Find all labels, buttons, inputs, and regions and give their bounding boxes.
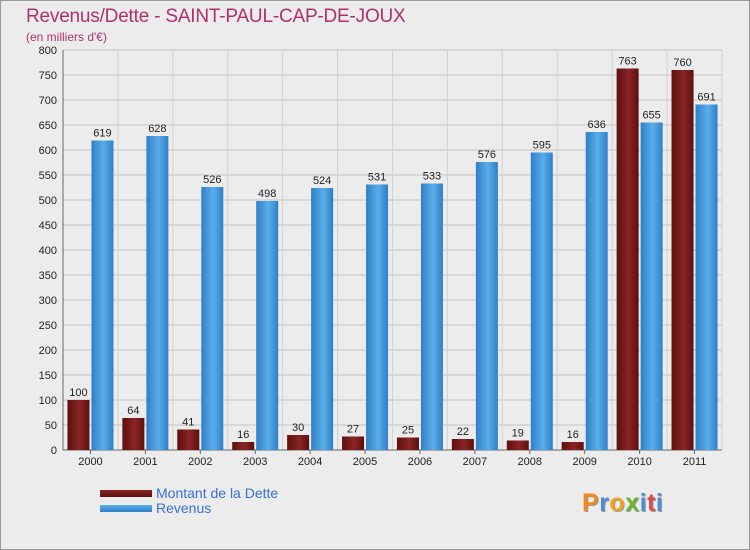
data-labels: 100 619 64 628 41 526 16 498 30 524 27 531 25 533 22 57… bbox=[69, 56, 715, 442]
bar-revenus bbox=[695, 104, 718, 450]
bar-dette bbox=[232, 442, 255, 450]
data-label-dette: 760 bbox=[673, 57, 691, 69]
axes: 0 50 100 150 200 250 300 350 400 450 500 550 600 650 7… bbox=[39, 45, 722, 468]
logo-letter: i bbox=[655, 489, 664, 517]
data-label-revenus: 691 bbox=[697, 92, 715, 104]
data-label-revenus: 533 bbox=[423, 171, 441, 183]
logo-letter: i bbox=[639, 489, 648, 517]
bar-revenus bbox=[475, 162, 498, 450]
y-tick-label: 100 bbox=[39, 395, 57, 407]
legend-label-dette: Montant de la Dette bbox=[156, 485, 279, 501]
x-tick-label: 2005 bbox=[353, 456, 377, 468]
y-tick-label: 250 bbox=[39, 320, 57, 332]
bar-revenus bbox=[585, 132, 608, 450]
chart-subtitle: (en milliers d'€) bbox=[26, 30, 107, 44]
bar-dette bbox=[342, 436, 365, 450]
bar-dette bbox=[287, 435, 310, 450]
bar-dette bbox=[396, 437, 419, 450]
bar-revenus bbox=[640, 122, 663, 450]
y-tick-label: 550 bbox=[39, 170, 57, 182]
data-label-dette: 41 bbox=[182, 417, 194, 429]
bar-dette bbox=[616, 68, 639, 450]
data-label-revenus: 595 bbox=[533, 140, 551, 152]
y-tick-label: 750 bbox=[39, 70, 57, 82]
x-tick-label: 2002 bbox=[188, 456, 212, 468]
x-tick-label: 2007 bbox=[463, 456, 487, 468]
y-tick-label: 200 bbox=[39, 345, 57, 357]
data-label-revenus: 636 bbox=[588, 119, 606, 131]
bar-revenus bbox=[91, 140, 114, 450]
logo-letter: P bbox=[582, 489, 600, 517]
y-tick-label: 650 bbox=[39, 120, 57, 132]
x-tick-label: 2006 bbox=[408, 456, 432, 468]
bar-dette bbox=[177, 429, 200, 450]
x-tick-label: 2011 bbox=[683, 456, 707, 468]
legend-label-revenus: Revenus bbox=[156, 500, 212, 516]
grid-lines bbox=[62, 49, 723, 451]
y-tick-label: 300 bbox=[39, 295, 57, 307]
y-tick-label: 50 bbox=[45, 420, 57, 432]
bar-revenus bbox=[146, 136, 169, 450]
bar-dette bbox=[451, 439, 474, 450]
data-label-dette: 100 bbox=[69, 387, 87, 399]
data-label-revenus: 619 bbox=[93, 128, 111, 140]
data-label-dette: 16 bbox=[237, 429, 249, 441]
y-tick-label: 0 bbox=[51, 445, 57, 457]
data-label-revenus: 524 bbox=[313, 175, 331, 187]
logo-letter: x bbox=[625, 489, 640, 517]
x-tick-label: 2001 bbox=[133, 456, 157, 468]
bar-dette bbox=[506, 440, 529, 450]
x-tick-label: 2004 bbox=[298, 456, 322, 468]
legend-swatch-revenus bbox=[100, 505, 152, 512]
y-tick-label: 450 bbox=[39, 220, 57, 232]
data-label-dette: 64 bbox=[127, 405, 139, 417]
bar-revenus bbox=[420, 183, 443, 450]
bar-dette bbox=[67, 400, 90, 450]
x-tick-label: 2010 bbox=[627, 456, 651, 468]
data-label-revenus: 526 bbox=[203, 174, 221, 186]
proxiti-logo: Proxiti bbox=[582, 489, 663, 518]
bar-revenus bbox=[201, 187, 224, 450]
legend-swatch-dette bbox=[100, 490, 152, 497]
logo-letter: o bbox=[609, 489, 626, 517]
y-tick-label: 700 bbox=[39, 95, 57, 107]
bar-revenus bbox=[256, 201, 279, 450]
data-label-dette: 30 bbox=[292, 422, 304, 434]
bar-revenus bbox=[366, 184, 389, 450]
bar-revenus bbox=[530, 152, 553, 450]
data-label-revenus: 498 bbox=[258, 188, 276, 200]
bar-dette bbox=[671, 70, 694, 450]
y-tick-label: 400 bbox=[39, 245, 57, 257]
logo-letter: t bbox=[647, 489, 656, 517]
data-label-revenus: 531 bbox=[368, 172, 386, 184]
data-label-dette: 22 bbox=[457, 426, 469, 438]
data-label-dette: 27 bbox=[347, 424, 359, 436]
bars bbox=[67, 68, 718, 450]
y-tick-label: 500 bbox=[39, 195, 57, 207]
x-tick-label: 2009 bbox=[572, 456, 596, 468]
data-label-revenus: 628 bbox=[148, 123, 166, 135]
data-label-dette: 19 bbox=[512, 428, 524, 440]
y-tick-label: 150 bbox=[39, 370, 57, 382]
x-tick-label: 2000 bbox=[78, 456, 102, 468]
y-tick-label: 350 bbox=[39, 270, 57, 282]
x-tick-label: 2008 bbox=[518, 456, 542, 468]
logo-letter: r bbox=[599, 489, 610, 517]
y-tick-label: 800 bbox=[39, 45, 57, 57]
y-tick-label: 600 bbox=[39, 145, 57, 157]
bar-dette bbox=[122, 418, 145, 450]
data-label-dette: 25 bbox=[402, 425, 414, 437]
data-label-dette: 763 bbox=[618, 56, 636, 68]
chart-title: Revenus/Dette - SAINT-PAUL-CAP-DE-JOUX bbox=[26, 6, 406, 27]
bar-dette bbox=[561, 442, 584, 450]
bar-revenus bbox=[311, 188, 334, 450]
data-label-revenus: 576 bbox=[478, 149, 496, 161]
data-label-dette: 16 bbox=[567, 429, 579, 441]
data-label-revenus: 655 bbox=[642, 110, 660, 122]
x-tick-label: 2003 bbox=[243, 456, 267, 468]
